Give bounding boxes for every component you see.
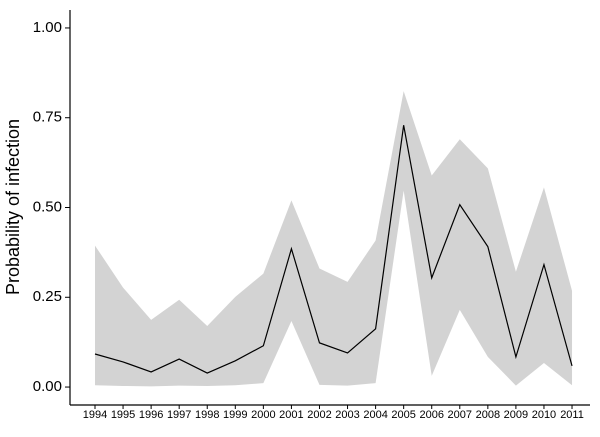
x-tick-label: 1995: [111, 409, 135, 421]
x-tick-label: 2009: [504, 409, 528, 421]
y-tick-label: 1.00: [33, 19, 62, 36]
x-tick-label: 1994: [83, 409, 107, 421]
y-tick-label: 0.25: [33, 288, 62, 305]
x-tick-label: 1998: [195, 409, 219, 421]
x-tick-label: 2001: [279, 409, 303, 421]
y-tick-label: 0.50: [33, 198, 62, 215]
x-tick-label: 2008: [476, 409, 500, 421]
x-tick-label: 2006: [419, 409, 443, 421]
x-tick-label: 2002: [307, 409, 331, 421]
x-tick-label: 2005: [391, 409, 415, 421]
y-tick-label: 0.75: [33, 109, 62, 126]
line: [94, 125, 573, 374]
x-tick-label: 1997: [167, 409, 191, 421]
y-tick-label: 0.00: [33, 378, 62, 395]
x-tick-label: 2007: [448, 409, 472, 421]
x-tick-label: 2003: [335, 409, 359, 421]
x-tick-label: 2004: [363, 409, 387, 421]
y-axis-label: Probability of infection: [3, 119, 23, 295]
x-tick-label: 2000: [251, 409, 275, 421]
x-tick-label: 2011: [560, 409, 584, 421]
x-tick-label: 1999: [223, 409, 247, 421]
x-tick-label: 1996: [139, 409, 163, 421]
x-tick-label: 2010: [532, 409, 556, 421]
confidence-band: [95, 91, 573, 387]
